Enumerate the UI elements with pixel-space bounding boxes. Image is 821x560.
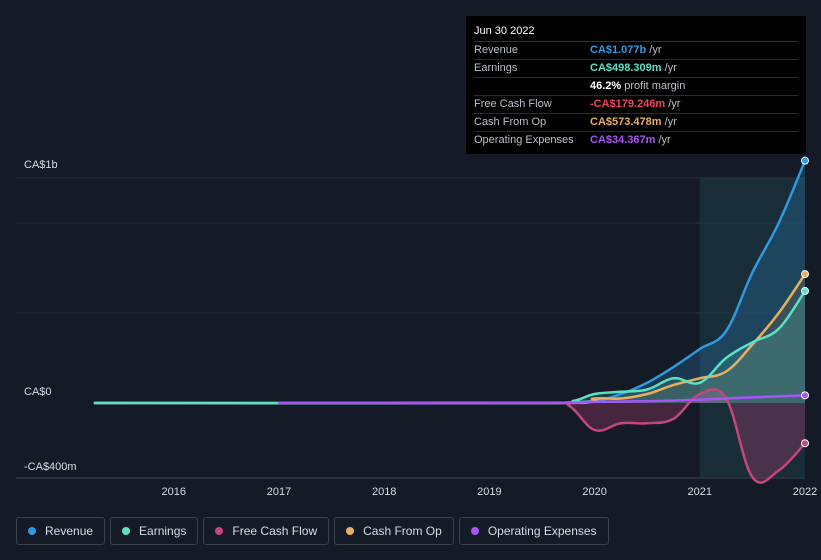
tooltip-value: CA$498.309m: [590, 62, 662, 74]
tooltip-row-margin: 46.2% profit margin: [474, 78, 798, 96]
area-free-cash-flow: [94, 389, 805, 483]
tooltip: Jun 30 2022 Revenue CA$1.077b /yr Earnin…: [466, 16, 806, 154]
tooltip-label: [474, 78, 590, 95]
end-point-cash-from-op: [801, 270, 809, 279]
tooltip-value: 46.2%: [590, 80, 622, 92]
end-point-operating-expenses: [801, 391, 809, 400]
y-tick-label: CA$0: [24, 386, 52, 398]
legend: Revenue Earnings Free Cash Flow Cash Fro…: [16, 517, 614, 545]
y-tick-label: CA$1b: [24, 159, 58, 171]
x-tick-label: 2021: [688, 486, 712, 498]
end-point-free-cash-flow: [801, 439, 809, 448]
tooltip-unit: /yr: [664, 116, 677, 128]
legend-item-cash-from-op[interactable]: Cash From Op: [334, 517, 454, 545]
tooltip-row-earnings: Earnings CA$498.309m /yr: [474, 60, 798, 78]
tooltip-unit: profit margin: [624, 80, 686, 92]
legend-label: Operating Expenses: [487, 524, 597, 538]
legend-item-revenue[interactable]: Revenue: [16, 517, 106, 545]
cash-from-op-dot-icon: [346, 527, 355, 535]
tooltip-value: CA$34.367m: [590, 134, 656, 146]
area-fills: [94, 160, 805, 483]
y-tick-label: -CA$400m: [24, 461, 77, 473]
operating-expenses-dot-icon: [470, 527, 479, 535]
tooltip-label: Cash From Op: [474, 116, 547, 128]
tooltip-label: Revenue: [474, 44, 519, 56]
x-tick-label: 2017: [267, 486, 291, 498]
earnings-dot-icon: [122, 527, 131, 535]
end-point-earnings: [801, 286, 809, 295]
series-lines: [93, 159, 807, 484]
x-tick-labels: 2016 2017 2018 2019 2020 2021 2022: [162, 486, 818, 498]
revenue-dot-icon: [28, 527, 36, 535]
tooltip-label: Earnings: [474, 62, 518, 74]
tooltip-value: CA$573.478m: [590, 116, 662, 128]
legend-label: Earnings: [139, 524, 187, 538]
y-tick-labels: CA$1b CA$0 -CA$400m: [24, 159, 77, 473]
tooltip-value: -CA$179.246m: [590, 98, 666, 110]
tooltip-label: Operating Expenses: [474, 134, 574, 146]
x-tick-label: 2019: [477, 486, 501, 498]
tooltip-unit: /yr: [664, 62, 677, 74]
end-points: [801, 156, 809, 448]
tooltip-unit: /yr: [668, 98, 681, 110]
tooltip-unit: /yr: [658, 134, 671, 146]
tooltip-label: Free Cash Flow: [474, 98, 552, 110]
legend-label: Free Cash Flow: [232, 524, 318, 538]
tooltip-row-revenue: Revenue CA$1.077b /yr: [474, 42, 798, 60]
free-cash-flow-dot-icon: [215, 527, 224, 535]
grid-lines: [16, 177, 805, 479]
legend-item-free-cash-flow[interactable]: Free Cash Flow: [203, 517, 330, 545]
highlight-band: [699, 178, 805, 478]
tooltip-value: CA$1.077b: [590, 44, 647, 56]
tooltip-row-cfo: Cash From Op CA$573.478m /yr: [474, 114, 798, 132]
area-revenue: [94, 160, 805, 404]
end-point-revenue: [801, 156, 809, 165]
legend-item-earnings[interactable]: Earnings: [110, 517, 199, 545]
tooltip-row-opex: Operating Expenses CA$34.367m /yr: [474, 132, 798, 149]
area-earnings: [94, 290, 805, 404]
area-cash-from-op: [94, 274, 805, 404]
x-tick-label: 2016: [162, 486, 186, 498]
x-tick-label: 2022: [793, 486, 817, 498]
legend-item-operating-expenses[interactable]: Operating Expenses: [458, 517, 609, 545]
line-operating-expenses: [277, 394, 807, 405]
legend-label: Revenue: [45, 524, 94, 538]
tooltip-date: Jun 30 2022: [474, 24, 798, 42]
x-tick-label: 2018: [372, 486, 396, 498]
legend-label: Cash From Op: [363, 524, 442, 538]
tooltip-unit: /yr: [649, 44, 662, 56]
tooltip-row-fcf: Free Cash Flow -CA$179.246m /yr: [474, 96, 798, 114]
x-tick-label: 2020: [582, 486, 606, 498]
